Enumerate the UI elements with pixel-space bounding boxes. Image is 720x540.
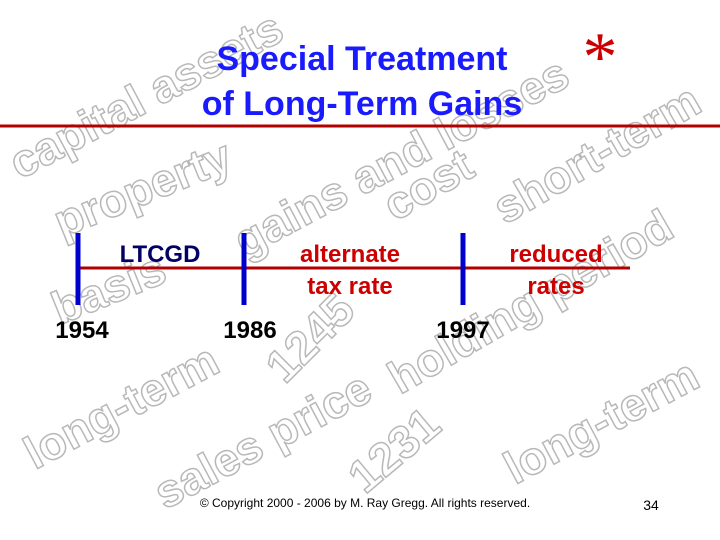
timeline-year: 1997 bbox=[436, 317, 489, 344]
title-line: of Long-Term Gains bbox=[202, 85, 522, 123]
title-line: Special Treatment bbox=[216, 40, 507, 78]
copyright: © Copyright 2000 - 2006 by M. Ray Gregg.… bbox=[200, 496, 530, 510]
timeline-label: alternate bbox=[300, 241, 400, 268]
timeline-label: reduced bbox=[509, 241, 602, 268]
timeline-year: 1986 bbox=[223, 317, 276, 344]
page-number: 34 bbox=[643, 497, 659, 513]
watermark-word: long-term bbox=[495, 348, 707, 493]
watermark-word: gains and losses bbox=[225, 47, 577, 267]
timeline-year: 1954 bbox=[55, 317, 109, 344]
timeline-label: tax rate bbox=[307, 273, 392, 300]
asterisk: * bbox=[583, 19, 618, 96]
timeline-label: rates bbox=[527, 273, 584, 300]
timeline: LTCGD 1954 alternate tax rate 1986 reduced rat… bbox=[55, 233, 603, 344]
timeline-label: LTCGD bbox=[120, 241, 201, 268]
